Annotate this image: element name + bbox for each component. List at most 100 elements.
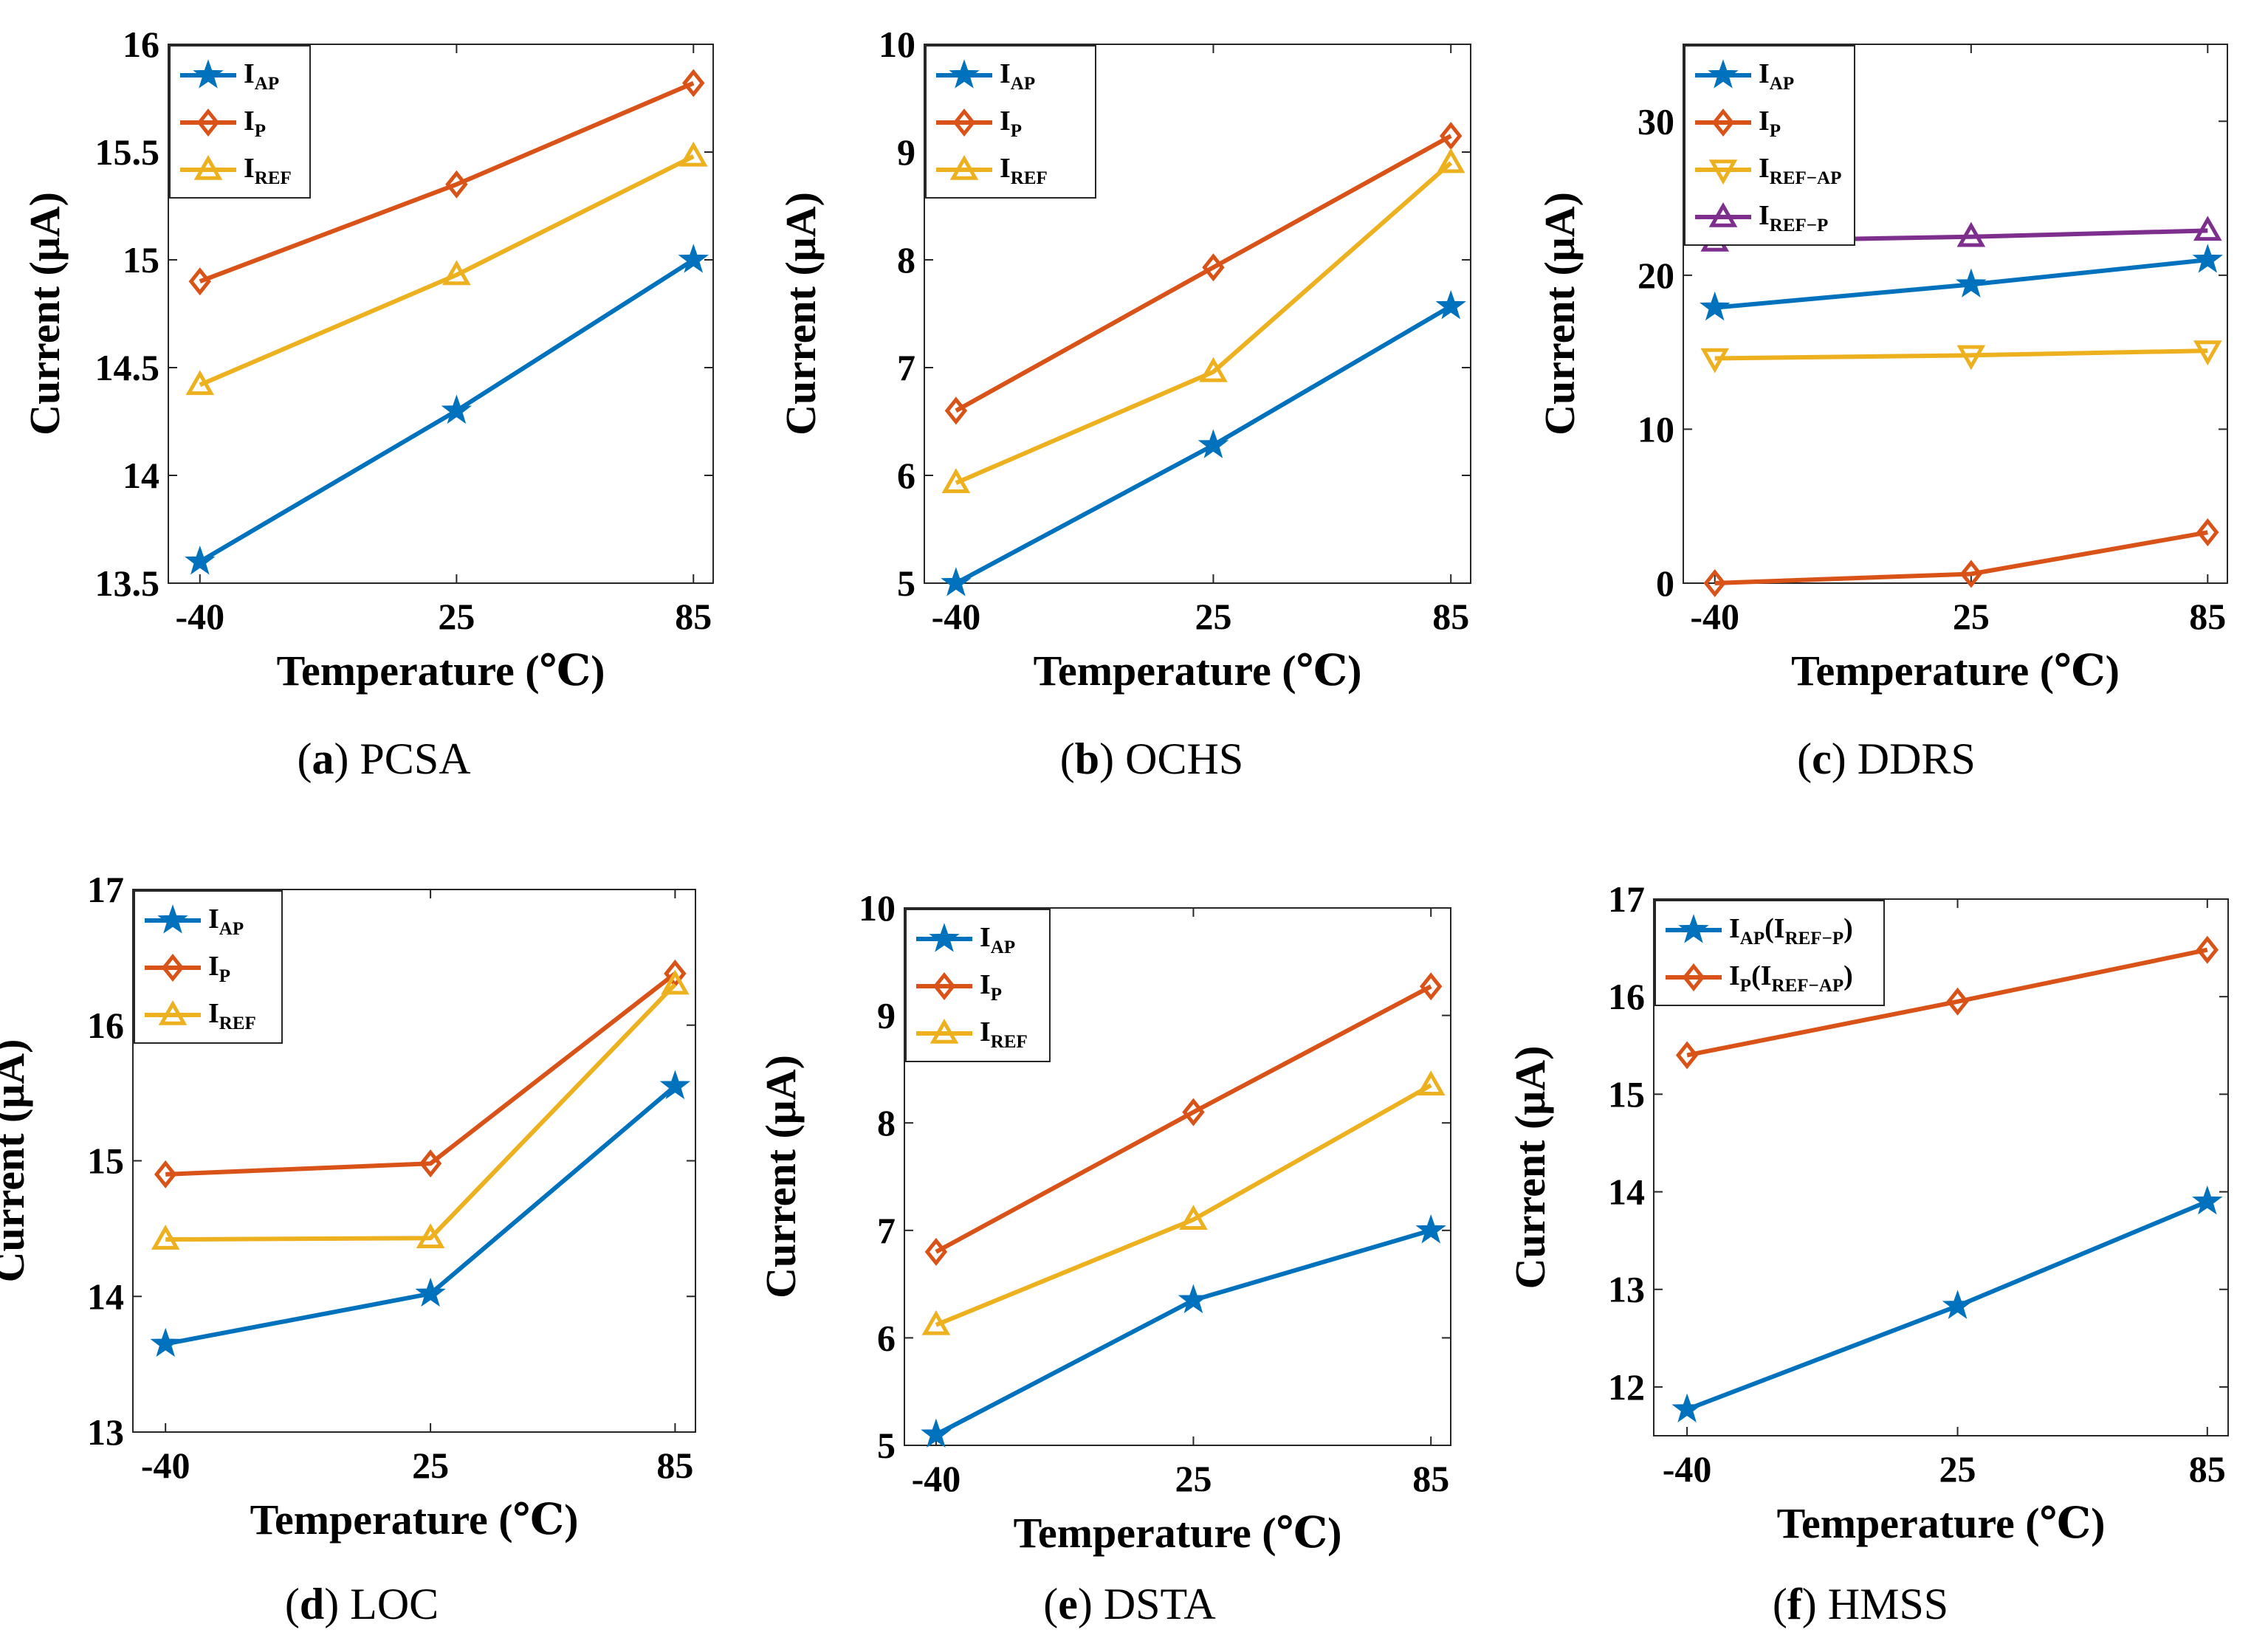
x-tick-label: 85 xyxy=(2189,1448,2226,1490)
data-point xyxy=(682,69,705,97)
series-line-0 xyxy=(1686,1200,2208,1412)
data-point xyxy=(2196,935,2219,964)
legend-marker xyxy=(193,59,224,89)
data-point xyxy=(419,1149,442,1178)
y-tick-label: 17 xyxy=(1608,878,1645,920)
x-tick-label: -40 xyxy=(175,596,224,637)
data-point xyxy=(1199,357,1228,382)
legend-label: IAP xyxy=(1000,58,1035,94)
plot-area xyxy=(1683,44,2228,584)
data-point xyxy=(1956,345,1986,371)
y-tick-label: 16 xyxy=(87,1005,124,1046)
legend-label: IREF xyxy=(244,153,292,188)
y-tick-label: 14.5 xyxy=(95,347,160,388)
series-line-2 xyxy=(199,154,695,388)
data-point xyxy=(154,1160,177,1188)
legend-label: IAP xyxy=(1759,58,1794,94)
data-point xyxy=(678,141,708,167)
data-point xyxy=(1436,148,1465,173)
chart-panel-d: 13 14 15 16 17 -40 25 85 Temperature (℃) Current … xyxy=(0,869,696,1628)
data-point xyxy=(2196,518,2219,547)
x-tick-label: 25 xyxy=(1175,1458,1212,1499)
y-tick-label: 6 xyxy=(897,455,915,496)
data-point xyxy=(941,468,971,493)
legend-label: IREF−AP xyxy=(1759,153,1841,188)
chart-panel-b: 5 6 7 8 9 10 -40 25 85 Temperature (℃) Current (μA… xyxy=(777,24,1471,783)
y-tick-label: 15 xyxy=(1608,1073,1645,1115)
y-tick-label: 7 xyxy=(877,1210,896,1251)
legend-label: IP xyxy=(980,969,1002,1005)
legend-box xyxy=(1684,45,1855,246)
x-tick-label: -40 xyxy=(912,1458,961,1499)
legend-label: IREF xyxy=(980,1016,1028,1052)
legend-marker xyxy=(952,108,976,137)
y-tick-label: 10 xyxy=(859,887,896,929)
data-point xyxy=(1700,348,1730,374)
data-point xyxy=(944,396,968,425)
legend-marker xyxy=(949,59,980,89)
data-point xyxy=(1956,268,1987,297)
series-line-0 xyxy=(1714,258,2208,310)
legend-label: IAP xyxy=(244,58,279,94)
panel-caption: (f) HMSS xyxy=(1773,1580,1948,1628)
series-line-1 xyxy=(1686,947,2208,1058)
x-tick-label: 85 xyxy=(1412,1458,1449,1499)
series-line-2 xyxy=(955,161,1453,485)
x-tick-label: 25 xyxy=(412,1445,449,1486)
data-point xyxy=(924,1237,948,1266)
y-tick-label: 0 xyxy=(1656,562,1674,604)
data-point xyxy=(151,1225,180,1250)
plot-area xyxy=(168,44,714,584)
x-tick-label: -40 xyxy=(932,596,981,637)
data-point xyxy=(188,267,211,296)
x-tick-label: 25 xyxy=(1939,1448,1976,1490)
data-point xyxy=(1946,987,1969,1016)
data-point xyxy=(1435,289,1466,320)
y-axis-label: Current (μA) xyxy=(0,1039,33,1283)
y-tick-label: 5 xyxy=(897,562,915,604)
data-point xyxy=(150,1327,181,1357)
series-line-1 xyxy=(165,971,677,1177)
x-tick-label: 85 xyxy=(675,596,712,637)
data-point xyxy=(659,1070,691,1100)
y-tick-label: 13 xyxy=(87,1411,124,1453)
data-point xyxy=(1671,1393,1702,1422)
series-line-0 xyxy=(199,258,695,564)
data-point xyxy=(2192,1185,2223,1215)
data-point xyxy=(185,370,215,396)
data-point xyxy=(1197,429,1229,458)
data-point xyxy=(1439,122,1463,151)
data-point xyxy=(921,1310,951,1335)
y-axis-label: Current (μA) xyxy=(21,192,69,436)
data-point xyxy=(1178,1284,1209,1314)
x-tick-label: 85 xyxy=(656,1445,693,1486)
chart-panel-a: 13.5 14 14.5 15 15.5 16 -40 25 85 Temperature (℃)… xyxy=(21,24,714,783)
data-point xyxy=(441,394,472,424)
legend-label: IP(IREF−AP) xyxy=(1729,960,1853,996)
x-axis-label: Temperature (℃) xyxy=(250,1496,579,1544)
panel-caption: (d) LOC xyxy=(285,1580,439,1628)
legend-label: IREF xyxy=(208,998,256,1033)
data-point xyxy=(1942,1290,1973,1319)
legend-label: IP xyxy=(1000,106,1022,141)
data-point xyxy=(1703,568,1726,598)
x-axis-label: Temperature (℃) xyxy=(1777,1499,2106,1547)
chart-panel-c: 0 10 20 30 -40 25 85 Temperature (℃) Current (μA… xyxy=(1536,44,2228,783)
data-point xyxy=(1179,1205,1208,1230)
x-axis-label: Temperature (℃) xyxy=(1034,647,1362,695)
data-point xyxy=(185,546,216,575)
y-tick-label: 12 xyxy=(1608,1366,1645,1408)
y-tick-label: 17 xyxy=(87,869,124,910)
series-line-0 xyxy=(935,1228,1432,1437)
data-point xyxy=(415,1277,446,1307)
series-line-1 xyxy=(199,80,695,284)
y-axis-label: Current (μA) xyxy=(777,192,825,436)
y-axis-label: Current (μA) xyxy=(757,1055,805,1298)
x-tick-label: 85 xyxy=(2189,596,2226,637)
plot-area xyxy=(904,907,1451,1446)
x-tick-label: 85 xyxy=(1432,596,1469,637)
data-point xyxy=(416,1223,445,1248)
data-point xyxy=(1416,1070,1446,1095)
y-tick-label: 20 xyxy=(1638,255,1674,296)
x-axis-label: Temperature (℃) xyxy=(1791,647,2120,695)
